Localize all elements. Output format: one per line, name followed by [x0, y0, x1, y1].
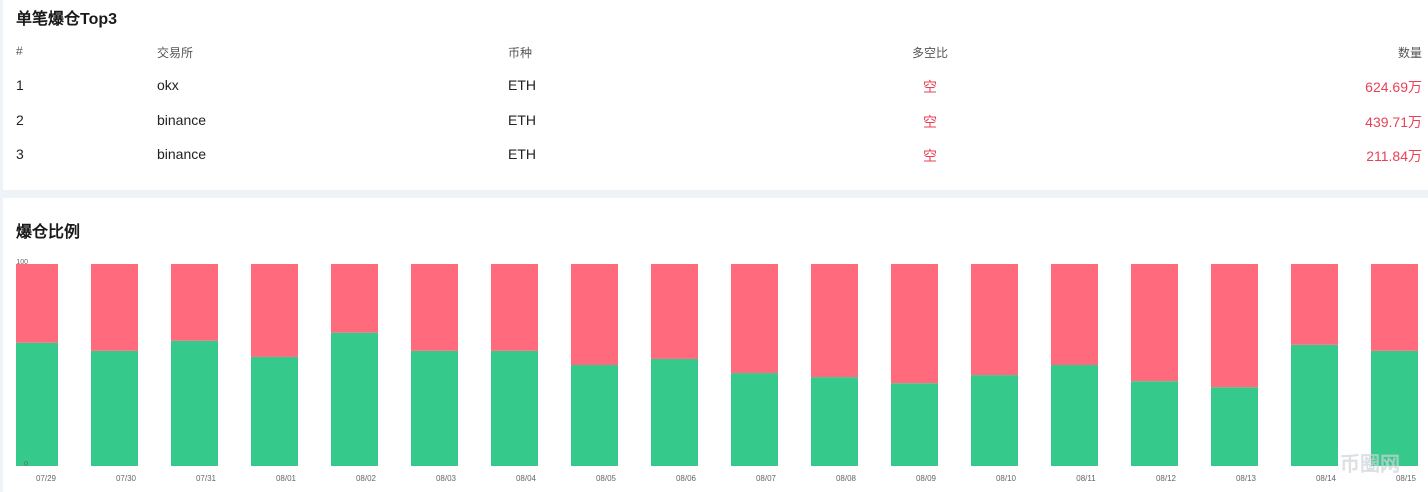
chart-card: 爆仓比例 — [3, 198, 1428, 492]
bar-segment — [16, 264, 58, 343]
bar-segment — [1291, 344, 1338, 466]
x-tick-label: 08/10 — [996, 474, 1017, 483]
bar-segment — [891, 383, 938, 466]
bar-segment — [1051, 264, 1098, 365]
table-cell: ETH — [508, 146, 536, 162]
table-cell: binance — [157, 111, 207, 128]
bar-segment — [331, 264, 378, 333]
x-tick-label: 08/02 — [356, 474, 377, 483]
table-cell: 数量 — [1397, 46, 1422, 60]
bar-segment — [1051, 365, 1098, 466]
bar-segment — [411, 350, 458, 466]
x-tick-label: 08/03 — [436, 474, 457, 483]
bar-segment — [571, 264, 618, 365]
bar-segment — [811, 377, 858, 466]
x-tick-label: 08/11 — [1076, 474, 1096, 483]
table-cell: okx — [157, 77, 179, 93]
table-cell: 空 — [923, 113, 937, 130]
bar-segment — [91, 264, 138, 351]
bar-segment — [971, 264, 1018, 376]
table-cell: 2 — [16, 111, 24, 128]
table-cell: binance — [157, 146, 207, 162]
x-tick-label: 08/08 — [836, 474, 857, 483]
y-tick-label: 100 — [16, 259, 28, 266]
table-cell: # — [16, 44, 23, 58]
x-tick-label: 08/04 — [516, 474, 537, 483]
table-cell: 211.84万 — [1366, 148, 1422, 164]
table-title: 单笔爆仓Top3 — [16, 11, 118, 28]
table-cell: 624.69万 — [1365, 79, 1422, 95]
bar-segment — [1211, 387, 1258, 466]
table-cell: 439.71万 — [1365, 113, 1422, 130]
bar-segment — [171, 340, 218, 466]
x-tick-label: 07/29 — [36, 474, 57, 483]
watermark: 币圈网 — [1340, 452, 1400, 475]
bar-segment — [651, 358, 698, 466]
bar-segment — [731, 264, 778, 374]
bar-segment — [971, 375, 1018, 466]
table-cell: 空 — [923, 79, 937, 95]
bar-segment — [1371, 350, 1418, 466]
bar-segment — [491, 350, 538, 466]
x-tick-label: 08/15 — [1396, 474, 1417, 483]
bar-segment — [331, 332, 378, 466]
bar-segment — [491, 264, 538, 351]
x-tick-label: 07/31 — [196, 474, 217, 483]
x-tick-label: 08/05 — [596, 474, 617, 483]
bar-segment — [651, 264, 698, 359]
bar-segment — [251, 356, 298, 466]
table-cell: 空 — [923, 148, 937, 164]
y-tick-label: 0 — [24, 461, 28, 468]
bar-segment — [891, 264, 938, 384]
x-tick-label: 08/09 — [916, 474, 937, 483]
chart-title: 爆仓比例 — [16, 224, 81, 241]
x-tick-label: 08/01 — [276, 474, 297, 483]
bar-segment — [571, 365, 618, 466]
x-tick-label: 08/07 — [756, 474, 777, 483]
table-cell: 交易所 — [157, 46, 194, 60]
x-tick-label: 08/12 — [1156, 474, 1177, 483]
table-cell: 3 — [16, 146, 24, 162]
bar-segment — [251, 264, 298, 357]
bar-segment — [1291, 264, 1338, 345]
x-tick-label: 08/06 — [676, 474, 697, 483]
table-cell: ETH — [508, 77, 536, 93]
bar-segment — [171, 264, 218, 341]
table-cell: 1 — [16, 77, 24, 93]
x-tick-label: 08/14 — [1316, 474, 1337, 483]
bar-segment — [91, 350, 138, 466]
table-cell: 多空比 — [911, 46, 948, 60]
x-tick-label: 08/13 — [1236, 474, 1257, 483]
table-card: 单笔爆仓Top3 # 交易所 币种 多空比 数量 1 okx ETH 空 624.69万 2 bina… — [3, 0, 1428, 190]
table-cell: 币种 — [508, 46, 533, 60]
bar-segment — [1211, 264, 1258, 388]
bar-segment — [731, 373, 778, 466]
x-tick-label: 07/30 — [116, 474, 137, 483]
bar-segment — [1131, 264, 1178, 382]
bar-segment — [411, 264, 458, 351]
bar-segment — [811, 264, 858, 378]
bar-segment — [1131, 381, 1178, 466]
table-cell: ETH — [508, 111, 536, 128]
bar-segment — [16, 342, 58, 466]
bar-segment — [1371, 264, 1418, 351]
